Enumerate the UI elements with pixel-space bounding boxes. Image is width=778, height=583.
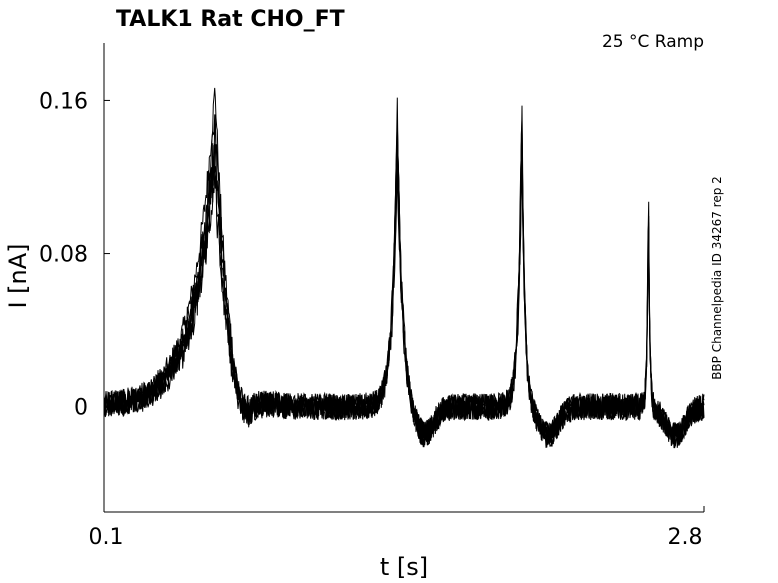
y-tick-label: 0.16 — [39, 89, 88, 114]
chart-title: TALK1 Rat CHO_FT — [116, 7, 345, 32]
x-tick-label: 2.8 — [668, 525, 703, 550]
sweep-traces — [103, 87, 705, 449]
sweep-trace — [103, 87, 705, 449]
x-tick-label: 0.1 — [89, 525, 124, 550]
sweep-trace — [103, 105, 705, 448]
y-tick-label: 0.08 — [39, 243, 88, 268]
x-ticks: 0.1 2.8 — [89, 506, 705, 550]
sweep-trace — [103, 122, 705, 447]
condition-label: 25 °C Ramp — [602, 32, 704, 52]
y-axis-label: I [nA] — [4, 243, 32, 308]
y-tick-label: 0 — [74, 396, 88, 421]
side-note: BBP Channelpedia ID 34267 rep 2 — [710, 176, 724, 380]
x-axis-label: t [s] — [380, 553, 428, 581]
y-ticks: 0 0.08 0.16 — [39, 89, 110, 421]
sweep-trace — [103, 130, 705, 449]
